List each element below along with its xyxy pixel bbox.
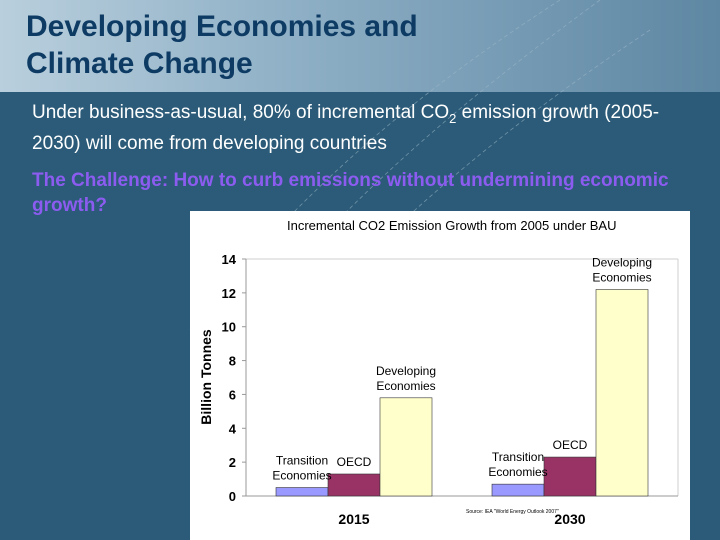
- bars: [275, 289, 649, 497]
- body-suffix: emission growth (2005-2030) will come fr…: [32, 102, 660, 154]
- y-tick-label: 10: [222, 320, 236, 335]
- bar-annotation-label: Transition: [492, 450, 544, 464]
- bar-annotation-label: Economies: [488, 465, 547, 479]
- title-line-2: Climate Change: [26, 47, 253, 80]
- y-tick-label: 2: [229, 455, 236, 470]
- bar-2030-s2: [595, 289, 649, 497]
- bar-annotation-label: OECD: [553, 438, 588, 452]
- bar-2015-s2: [379, 397, 433, 497]
- source-note: Source: IEA "World Energy Outlook 2007": [466, 509, 559, 515]
- bar-2015-s0: [275, 487, 329, 497]
- bar-2015-s1: [327, 473, 381, 497]
- y-axis-label: Billion Tonnes: [198, 329, 214, 425]
- bar-annotations: TransitionEconomiesOECDDevelopingEconomi…: [272, 255, 652, 482]
- bar-annotation-label: Economies: [272, 469, 331, 483]
- x-tick-labels: 2015 2030: [338, 511, 585, 527]
- bar-annotation-label: Developing: [376, 364, 436, 378]
- body-text: Under business-as-usual, 80% of incremen…: [32, 100, 692, 156]
- y-tick-label: 6: [229, 387, 236, 402]
- chart-title: Incremental CO2 Emission Growth from 200…: [287, 218, 616, 233]
- co2-subscript: 2: [449, 110, 457, 126]
- title-line-1: Developing Economies and: [26, 10, 418, 43]
- bar-annotation-label: Developing: [592, 255, 652, 269]
- emission-growth-chart: Incremental CO2 Emission Growth from 200…: [198, 218, 679, 527]
- challenge-text: The Challenge: How to curb emissions wit…: [32, 170, 669, 216]
- y-tick-label: 4: [229, 421, 237, 436]
- bar-annotation-label: OECD: [337, 455, 372, 469]
- chart-panel: Incremental CO2 Emission Growth from 200…: [190, 211, 690, 540]
- bar-2030-s0: [491, 483, 545, 497]
- y-ticks: 0 2 4 6 8 10 12 14: [222, 252, 246, 504]
- y-tick-label: 14: [222, 252, 237, 267]
- bar-annotation-label: Transition: [276, 454, 328, 468]
- bar-2030-s1: [543, 456, 597, 497]
- slide-title: Developing Economies and Climate Change: [26, 8, 546, 82]
- y-tick-label: 12: [222, 286, 236, 301]
- bar-annotation-label: Economies: [376, 379, 435, 393]
- body-prefix: Under business-as-usual, 80% of incremen…: [32, 102, 450, 123]
- x-tick-label: 2030: [554, 511, 585, 527]
- y-tick-label: 0: [229, 489, 236, 504]
- bar-annotation-label: Economies: [592, 270, 651, 284]
- y-tick-label: 8: [229, 354, 236, 369]
- x-tick-label: 2015: [338, 511, 369, 527]
